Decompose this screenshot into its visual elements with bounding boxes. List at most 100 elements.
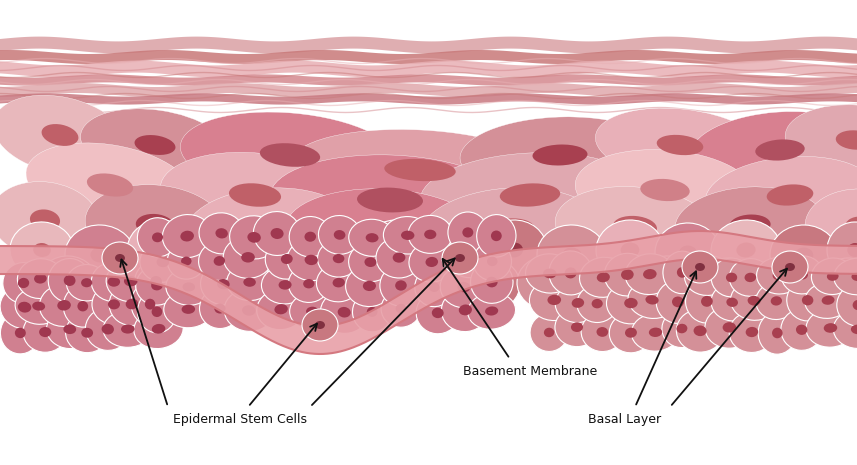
Ellipse shape <box>383 217 432 254</box>
Ellipse shape <box>609 312 653 353</box>
Ellipse shape <box>599 278 617 292</box>
Ellipse shape <box>845 217 857 238</box>
Ellipse shape <box>636 256 700 310</box>
Ellipse shape <box>33 302 45 311</box>
Ellipse shape <box>288 265 329 302</box>
Ellipse shape <box>63 325 76 334</box>
Ellipse shape <box>229 183 281 207</box>
Ellipse shape <box>773 271 785 280</box>
Ellipse shape <box>624 298 638 308</box>
Ellipse shape <box>562 247 582 263</box>
Ellipse shape <box>781 309 823 350</box>
Ellipse shape <box>135 261 177 301</box>
Ellipse shape <box>458 305 472 315</box>
Ellipse shape <box>440 266 488 308</box>
Ellipse shape <box>852 272 857 281</box>
Ellipse shape <box>530 313 568 352</box>
Ellipse shape <box>39 284 89 326</box>
Ellipse shape <box>65 225 135 285</box>
Ellipse shape <box>106 261 155 302</box>
Ellipse shape <box>720 278 736 292</box>
Ellipse shape <box>426 257 438 267</box>
Ellipse shape <box>757 258 800 294</box>
Ellipse shape <box>820 258 857 312</box>
Ellipse shape <box>279 280 291 290</box>
Ellipse shape <box>77 301 88 312</box>
Ellipse shape <box>548 251 592 295</box>
Ellipse shape <box>0 95 127 175</box>
Ellipse shape <box>421 223 489 283</box>
Ellipse shape <box>409 242 454 282</box>
Ellipse shape <box>834 258 857 295</box>
Ellipse shape <box>81 328 93 338</box>
Ellipse shape <box>420 188 600 272</box>
Ellipse shape <box>827 222 857 278</box>
Ellipse shape <box>827 272 839 281</box>
Ellipse shape <box>705 156 857 233</box>
Ellipse shape <box>276 256 340 310</box>
Ellipse shape <box>321 291 368 333</box>
Ellipse shape <box>270 155 510 245</box>
Ellipse shape <box>596 220 664 280</box>
Ellipse shape <box>179 276 196 290</box>
Ellipse shape <box>363 281 376 291</box>
Ellipse shape <box>836 130 857 150</box>
Ellipse shape <box>121 325 135 333</box>
Ellipse shape <box>626 254 674 294</box>
Ellipse shape <box>152 232 163 242</box>
Ellipse shape <box>285 189 485 277</box>
Ellipse shape <box>836 284 857 326</box>
Ellipse shape <box>772 251 808 283</box>
Ellipse shape <box>359 278 376 292</box>
Ellipse shape <box>164 291 213 328</box>
Ellipse shape <box>460 117 660 193</box>
Ellipse shape <box>315 321 325 329</box>
Ellipse shape <box>306 307 319 316</box>
Ellipse shape <box>183 282 195 292</box>
Ellipse shape <box>151 242 169 258</box>
Ellipse shape <box>770 296 782 306</box>
Ellipse shape <box>417 292 459 334</box>
Ellipse shape <box>289 217 332 257</box>
Ellipse shape <box>166 269 212 305</box>
Ellipse shape <box>214 304 225 313</box>
Ellipse shape <box>479 278 497 292</box>
Ellipse shape <box>396 304 406 313</box>
Ellipse shape <box>463 227 473 238</box>
Ellipse shape <box>124 276 137 286</box>
Ellipse shape <box>779 276 797 290</box>
Ellipse shape <box>185 223 255 283</box>
Ellipse shape <box>470 261 513 303</box>
Ellipse shape <box>833 310 857 348</box>
Ellipse shape <box>448 212 488 253</box>
Ellipse shape <box>767 185 813 206</box>
Ellipse shape <box>257 289 305 330</box>
Ellipse shape <box>137 291 177 333</box>
Ellipse shape <box>127 220 193 280</box>
Ellipse shape <box>333 278 345 287</box>
Ellipse shape <box>486 277 498 287</box>
Ellipse shape <box>424 230 436 239</box>
Ellipse shape <box>747 296 760 306</box>
Ellipse shape <box>185 188 355 272</box>
Ellipse shape <box>223 236 273 278</box>
Ellipse shape <box>662 310 702 347</box>
Ellipse shape <box>555 186 715 267</box>
Ellipse shape <box>135 266 178 305</box>
Ellipse shape <box>63 275 75 286</box>
Ellipse shape <box>628 281 676 319</box>
Ellipse shape <box>853 300 857 310</box>
Ellipse shape <box>596 272 610 282</box>
Ellipse shape <box>63 285 102 327</box>
Ellipse shape <box>812 258 854 294</box>
Ellipse shape <box>366 233 379 242</box>
Ellipse shape <box>167 243 206 279</box>
Ellipse shape <box>302 309 338 341</box>
Ellipse shape <box>697 258 759 312</box>
Ellipse shape <box>746 327 758 337</box>
Ellipse shape <box>491 231 501 241</box>
Ellipse shape <box>361 220 431 280</box>
Ellipse shape <box>180 231 194 241</box>
Ellipse shape <box>655 223 721 283</box>
Ellipse shape <box>210 246 230 260</box>
